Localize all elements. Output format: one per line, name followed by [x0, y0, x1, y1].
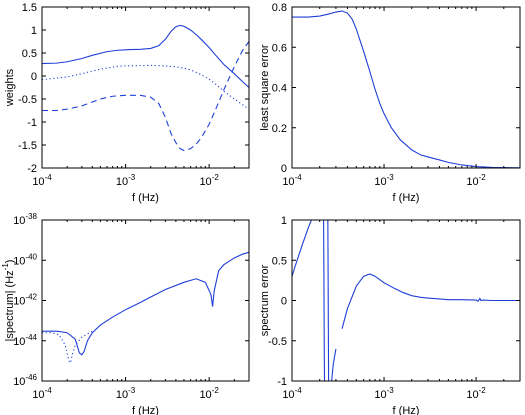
x-axis-label: f (Hz): [393, 405, 420, 415]
y-tick-label: 10-42: [13, 293, 37, 308]
y-axis-label: |spectrum| (Hz-1): [1, 260, 16, 342]
y-tick-label: 0.4: [272, 83, 287, 95]
x-tick-label: 10-2: [199, 173, 219, 188]
x-axis-label: f (Hz): [393, 192, 420, 204]
axes-box: [41, 219, 250, 382]
y-axis-label: spectrum error: [259, 264, 271, 336]
chart-spectrum-error: 10-4 10-3 10-2 -1 -0.5 0 0.5 1 f (Hz) spectrum er…: [259, 215, 521, 415]
x-tick-label: 10-4: [32, 173, 52, 188]
y-tick-label: 0.2: [272, 123, 287, 135]
series-line-solid: [323, 220, 326, 381]
y-tick-label: -1: [27, 117, 37, 129]
series-line-solid: [331, 348, 337, 381]
chart-least-square-error: 10-4 10-3 10-2 0 0.2 0.4 0.6 0.8 f (Hz) least squ…: [259, 2, 521, 204]
y-axis-label: least square error: [259, 44, 271, 131]
x-tick-label: 10-3: [374, 386, 394, 401]
series-line-dashed: [42, 41, 249, 152]
x-tick-label: 10-3: [116, 386, 136, 401]
series-line-solid: [42, 251, 249, 356]
x-tick-label: 10-4: [282, 386, 302, 401]
chart-weights: 10-4 10-3 10-2 -2 -1.5 -1 -0.5 0 0.5 1 1.5 f (Hz) we…: [4, 2, 250, 204]
axes-box: [291, 6, 521, 169]
y-tick-label: -1.5: [18, 140, 37, 152]
series-line-solid: [292, 10, 520, 168]
y-axis-label: weights: [4, 68, 16, 107]
x-tick-label: 10-4: [282, 173, 302, 188]
series-line-solid: [292, 220, 312, 277]
y-tick-label: 10-46: [13, 373, 37, 388]
y-tick-label: 0.5: [22, 48, 37, 60]
axes-box: [41, 6, 250, 169]
x-tick-label: 10-2: [199, 386, 219, 401]
series-line-dotted: [42, 330, 93, 365]
x-axis-label: f (Hz): [132, 405, 159, 415]
y-tick-label: 0: [281, 163, 287, 175]
y-tick-label: -0.5: [18, 94, 37, 106]
y-tick-label: -1: [277, 376, 287, 388]
x-tick-label: 10-3: [374, 173, 394, 188]
y-tick-label: 0.6: [272, 42, 287, 54]
y-tick-label: 10-40: [13, 252, 37, 267]
series-line-solid: [42, 24, 249, 88]
series-line-dotted: [42, 64, 249, 110]
series-line-solid: [341, 273, 520, 329]
y-tick-label: 1.5: [22, 2, 37, 14]
y-tick-label: 0.5: [272, 255, 287, 267]
x-tick-label: 10-2: [466, 386, 486, 401]
y-tick-label: 10-44: [13, 333, 37, 348]
y-tick-label: 1: [31, 25, 37, 37]
y-tick-label: 0.8: [272, 2, 287, 14]
y-tick-label: -0.5: [268, 336, 287, 348]
x-axis-label: f (Hz): [132, 192, 159, 204]
y-tick-label: -2: [27, 163, 37, 175]
y-tick-label: 10-38: [13, 212, 37, 227]
x-tick-label: 10-2: [466, 173, 486, 188]
x-tick-label: 10-4: [32, 386, 52, 401]
y-tick-label: 0: [281, 296, 287, 308]
x-tick-label: 10-3: [116, 173, 136, 188]
series-line-solid: [327, 220, 330, 381]
y-tick-label: 1: [281, 215, 287, 227]
chart-spectrum: 10-4 10-3 10-2 10-38 10-40 10-42 10-44 10-46 f (…: [1, 212, 250, 415]
y-tick-label: 0: [31, 71, 37, 83]
